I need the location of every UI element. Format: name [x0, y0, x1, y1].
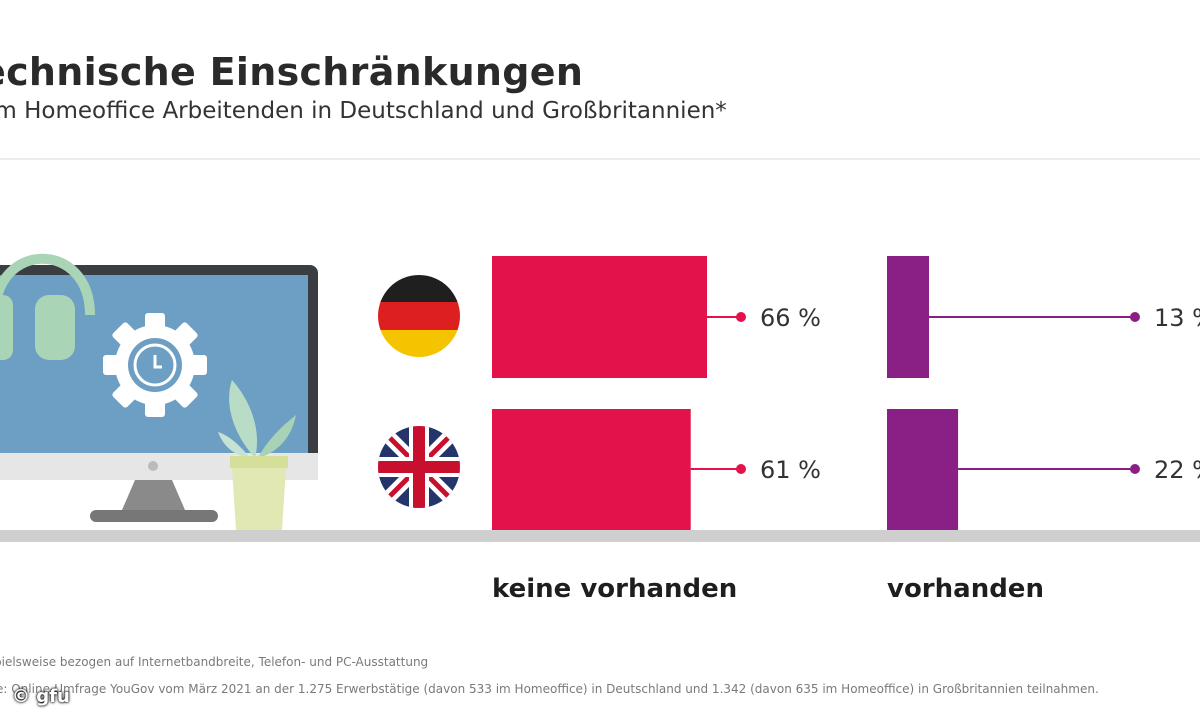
baseline-bar [0, 530, 1200, 542]
plant-icon [218, 380, 296, 530]
value-label-keine-vorhanden-großbritannien: 61 % [760, 456, 821, 484]
value-label-vorhanden-deutschland: 13 % [1154, 304, 1200, 332]
uk-flag-icon [378, 426, 460, 508]
bar-vorhanden-großbritannien [887, 409, 959, 531]
category-label-vorhanden: vorhanden [887, 574, 1044, 604]
leader-dot-vorhanden-deutschland [1130, 312, 1140, 322]
bar-vorhanden-deutschland [887, 256, 929, 378]
leader-dot-keine-vorhanden-deutschland [736, 312, 746, 322]
headphones-icon [0, 253, 95, 360]
copyright-watermark: © gfu [12, 686, 70, 707]
bar-keine-vorhanden-großbritannien [492, 409, 691, 531]
value-label-keine-vorhanden-deutschland: 66 % [760, 304, 821, 332]
category-label-keine-vorhanden: keine vorhanden [492, 574, 738, 604]
bar-keine-vorhanden-deutschland [492, 256, 707, 378]
footnote: pielsweise bezogen auf Internetbandbreit… [0, 655, 429, 669]
computer-monitor-illustration [0, 253, 318, 530]
source-note: e: Online-Umfrage YouGov vom März 2021 a… [0, 682, 1099, 696]
leader-dot-keine-vorhanden-großbritannien [736, 464, 746, 474]
header-divider [0, 158, 1200, 160]
germany-flag-icon [378, 275, 460, 357]
gear-clock-icon [103, 313, 207, 417]
chart-title: echnische Einschränkungen [0, 50, 584, 94]
value-label-vorhanden-großbritannien: 22 % [1154, 456, 1200, 484]
chart-subtitle: im Homeoffice Arbeitenden in Deutschland… [0, 98, 727, 124]
leader-dot-vorhanden-großbritannien [1130, 464, 1140, 474]
